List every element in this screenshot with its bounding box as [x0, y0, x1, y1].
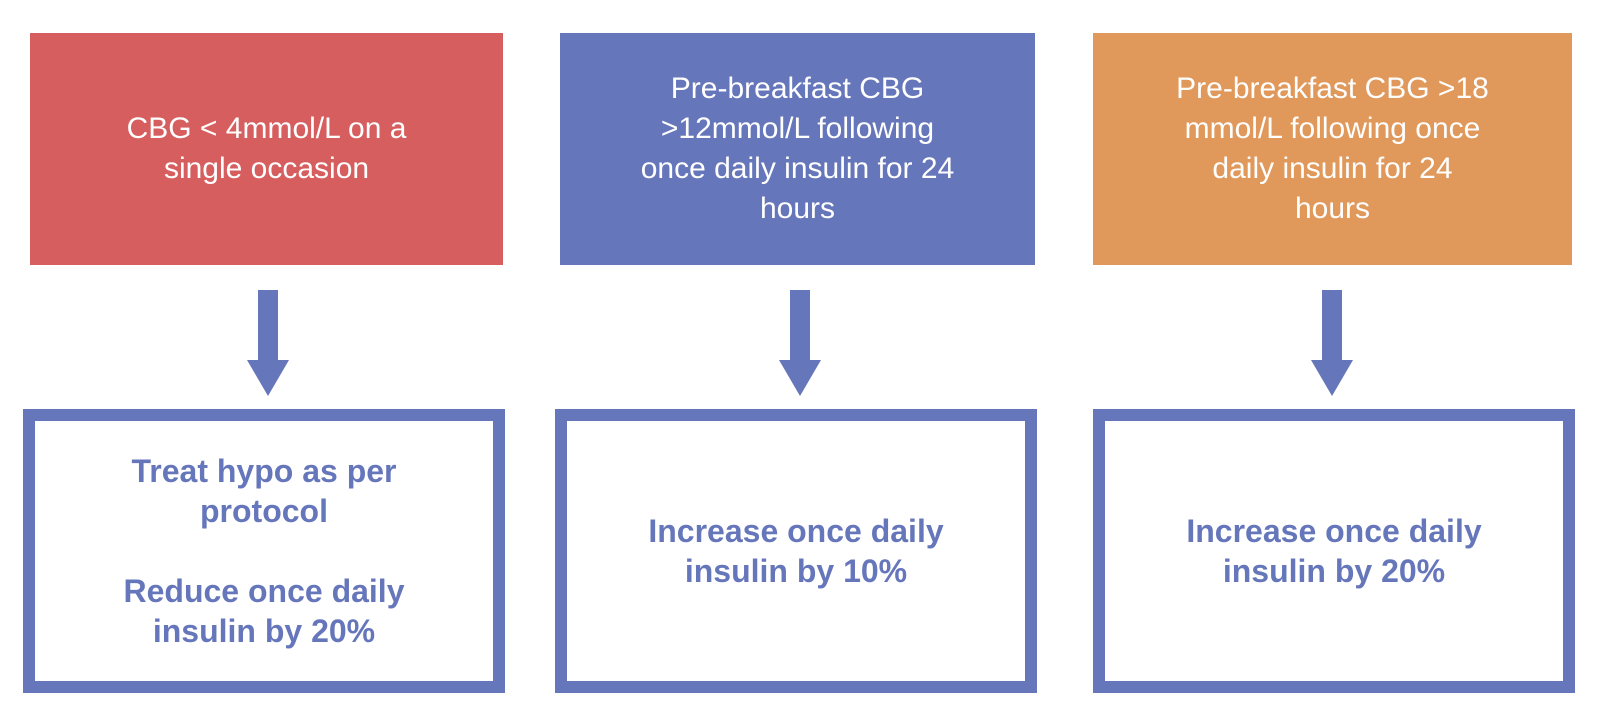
down-arrow-icon: [1311, 290, 1353, 396]
arrow-shaft: [258, 290, 278, 360]
condition-text-hypo: CBG < 4mmol/L on a single occasion: [126, 112, 407, 185]
arrow-shaft: [1322, 290, 1342, 360]
action-text-treat-hypo: Treat hypo as per protocol: [131, 453, 397, 529]
action-text-increase-10: Increase once daily insulin by 10%: [648, 513, 944, 589]
condition-text-cbg-over-12: Pre-breakfast CBG >12mmol/L following on…: [640, 72, 955, 225]
condition-box-cbg-over-12: Pre-breakfast CBG >12mmol/L following on…: [560, 33, 1035, 265]
condition-text-cbg-over-18: Pre-breakfast CBG >18 mmol/L following o…: [1176, 72, 1489, 225]
action-box-increase-10: Increase once daily insulin by 10%: [555, 409, 1037, 693]
action-box-hypo: Treat hypo as per protocol Reduce once d…: [23, 409, 505, 693]
arrow-head: [779, 360, 821, 396]
arrow-head: [247, 360, 289, 396]
action-box-increase-20: Increase once daily insulin by 20%: [1093, 409, 1575, 693]
down-arrow-icon: [247, 290, 289, 396]
down-arrow-icon: [779, 290, 821, 396]
action-text-reduce-insulin: Reduce once daily insulin by 20%: [123, 573, 405, 649]
condition-box-cbg-over-18: Pre-breakfast CBG >18 mmol/L following o…: [1093, 33, 1572, 265]
arrow-shaft: [790, 290, 810, 360]
condition-box-hypo: CBG < 4mmol/L on a single occasion: [30, 33, 503, 265]
arrow-head: [1311, 360, 1353, 396]
action-text-increase-20: Increase once daily insulin by 20%: [1186, 513, 1482, 589]
